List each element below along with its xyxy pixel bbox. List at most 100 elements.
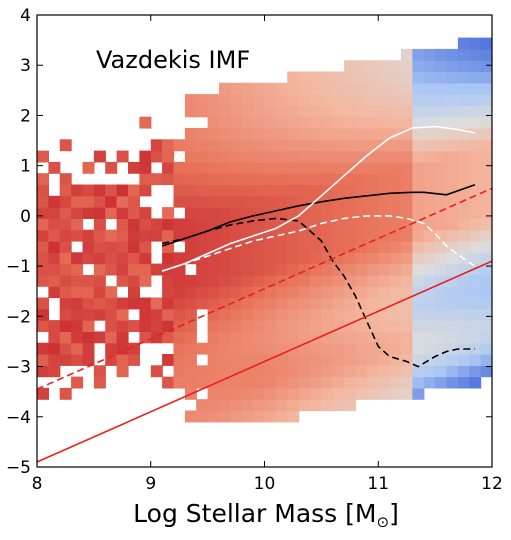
heatmap-cell — [423, 376, 436, 389]
heatmap-cell — [469, 376, 482, 389]
heatmap-cell — [321, 116, 334, 129]
heatmap-cell — [82, 342, 95, 355]
heatmap-cell — [366, 308, 379, 321]
heatmap-cell — [310, 286, 322, 299]
heatmap-cell — [48, 320, 61, 332]
heatmap-cell — [275, 207, 288, 219]
heatmap-cell — [59, 286, 72, 299]
heatmap-cell — [412, 60, 425, 73]
heatmap-cell — [446, 139, 459, 152]
heatmap-cell — [332, 274, 345, 287]
heatmap-cell — [139, 320, 152, 332]
heatmap-cell — [253, 354, 266, 366]
heatmap-cell — [423, 82, 436, 95]
heatmap-cell — [366, 173, 379, 186]
heatmap-cell — [469, 274, 482, 287]
heatmap-cell — [389, 139, 402, 152]
heatmap-cell — [184, 320, 197, 332]
heatmap-cell — [332, 297, 345, 310]
heatmap-cell — [480, 218, 492, 231]
heatmap-cell — [116, 297, 129, 310]
heatmap-cell — [253, 105, 266, 118]
heatmap-cell — [355, 241, 368, 253]
heatmap-cell — [275, 94, 288, 106]
heatmap-cell — [230, 252, 243, 265]
heatmap-cell — [128, 274, 140, 287]
heatmap-cell — [332, 218, 345, 231]
heatmap-cell — [355, 105, 368, 118]
heatmap-cell — [241, 229, 254, 242]
heatmap-cell — [378, 297, 391, 310]
heatmap-cell — [264, 308, 277, 321]
heatmap-cell — [480, 207, 492, 219]
heatmap-cell — [298, 128, 311, 140]
heatmap-cell — [230, 342, 243, 355]
heatmap-cell — [264, 116, 277, 129]
heatmap-cell — [105, 207, 118, 219]
heatmap-cell — [446, 128, 459, 140]
heatmap-cell — [378, 354, 391, 366]
heatmap-cell — [230, 229, 243, 242]
heatmap-cell — [264, 195, 277, 208]
heatmap-cell — [139, 263, 152, 276]
heatmap-cell — [105, 241, 118, 253]
heatmap-cell — [457, 297, 470, 310]
heatmap-cell — [241, 184, 254, 197]
heatmap-cell — [332, 241, 345, 253]
heatmap-cell — [253, 94, 266, 106]
heatmap-cell — [355, 274, 368, 287]
heatmap-cell — [230, 286, 243, 299]
heatmap-cell — [412, 82, 425, 95]
heatmap-cell — [184, 376, 197, 389]
heatmap-cell — [275, 184, 288, 197]
annotation-label: Vazdekis IMF — [96, 46, 250, 74]
heatmap-cell — [287, 105, 300, 118]
heatmap-cell — [480, 274, 492, 287]
heatmap-cell — [355, 252, 368, 265]
heatmap-cell — [241, 94, 254, 106]
heatmap-cell — [82, 297, 95, 310]
heatmap-cell — [423, 365, 436, 378]
heatmap-cell — [264, 241, 277, 253]
heatmap-cell — [389, 229, 402, 242]
heatmap-cell — [480, 60, 492, 73]
heatmap-cell — [59, 241, 72, 253]
heatmap-cell — [412, 365, 425, 378]
heatmap-cell — [253, 286, 266, 299]
heatmap-cell — [321, 207, 334, 219]
heatmap-cell — [401, 128, 413, 140]
heatmap-cell — [389, 195, 402, 208]
heatmap-cell — [366, 229, 379, 242]
heatmap-cell — [207, 195, 220, 208]
heatmap-cell — [150, 263, 163, 276]
heatmap-cell — [184, 184, 197, 197]
heatmap-cell — [310, 354, 322, 366]
heatmap-cell — [332, 207, 345, 219]
heatmap-cell — [321, 82, 334, 95]
heatmap-cell — [344, 116, 357, 129]
heatmap-cell — [287, 195, 300, 208]
heatmap-cell — [469, 161, 482, 174]
heatmap-cell — [457, 48, 470, 61]
heatmap-cell — [150, 331, 163, 344]
heatmap-cell — [366, 342, 379, 355]
heatmap-cell — [366, 252, 379, 265]
heatmap-cell — [389, 71, 402, 84]
y-tick-label: 0 — [20, 207, 31, 227]
heatmap-cell — [457, 139, 470, 152]
heatmap-cell — [389, 252, 402, 265]
heatmap-cell — [196, 274, 209, 287]
heatmap-cell — [253, 116, 266, 129]
heatmap-cell — [241, 297, 254, 310]
heatmap-cell — [423, 263, 436, 276]
heatmap-cell — [480, 331, 492, 344]
heatmap-cell — [71, 263, 84, 276]
heatmap-cell — [423, 331, 436, 344]
heatmap-cell — [105, 161, 118, 174]
heatmap-cell — [423, 308, 436, 321]
y-tick-label: 3 — [20, 56, 31, 76]
heatmap-cell — [344, 387, 357, 400]
heatmap-cell — [298, 365, 311, 378]
heatmap-cell — [401, 195, 413, 208]
